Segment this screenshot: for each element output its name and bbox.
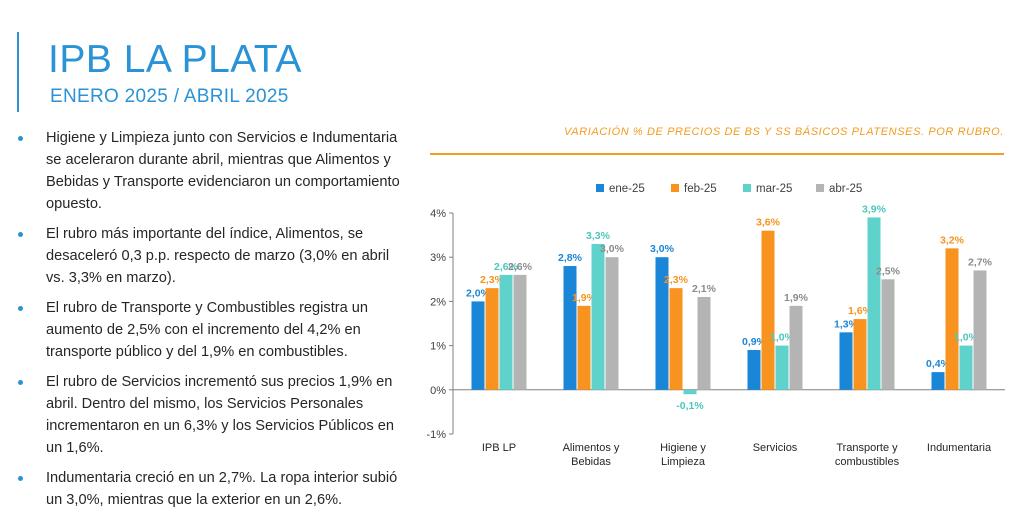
title-accent-bar bbox=[17, 32, 19, 112]
bar-abr-25 bbox=[881, 279, 895, 390]
data-label-feb-25: 1,9% bbox=[572, 292, 597, 304]
data-label-feb-25: 3,2% bbox=[940, 234, 965, 246]
legend-label-mar-25: mar-25 bbox=[756, 183, 792, 195]
bullet-item: Indumentaria creció en un 2,7%. La ropa … bbox=[18, 467, 408, 511]
x-category-label: Servicios bbox=[753, 442, 798, 454]
x-category-label: combustibles bbox=[835, 456, 900, 468]
chart-title: VARIACIÓN % DE PRECIOS DE BS Y SS BÁSICO… bbox=[563, 126, 1004, 138]
y-tick-label: -1% bbox=[426, 429, 446, 441]
bullet-dot-icon bbox=[18, 136, 23, 141]
data-label-feb-25: 1,6% bbox=[848, 305, 873, 317]
legend-label-feb-25: feb-25 bbox=[684, 183, 717, 195]
data-label-ene-25: 2,0% bbox=[466, 287, 491, 299]
bullet-text: El rubro más importante del índice, Alim… bbox=[46, 226, 390, 286]
legend-swatch-mar-25 bbox=[743, 184, 751, 192]
bar-feb-25 bbox=[945, 248, 959, 390]
data-label-abr-25: 2,5% bbox=[876, 265, 901, 277]
bullet-dot-icon bbox=[18, 380, 23, 385]
bullet-text: El rubro de Transporte y Combustibles re… bbox=[46, 300, 369, 360]
bar-mar-25 bbox=[499, 274, 513, 390]
bar-ene-25 bbox=[839, 332, 853, 390]
chart-title-rule bbox=[430, 153, 1004, 155]
bar-ene-25 bbox=[655, 257, 669, 390]
y-tick-label: 4% bbox=[430, 208, 446, 220]
y-tick-label: 0% bbox=[430, 385, 446, 397]
data-label-ene-25: 2,8% bbox=[558, 252, 583, 264]
bullet-dot-icon bbox=[18, 306, 23, 311]
bullet-item: El rubro de Servicios incrementó sus pre… bbox=[18, 371, 408, 459]
bullet-text: Indumentaria creció en un 2,7%. La ropa … bbox=[46, 470, 398, 508]
bar-feb-25 bbox=[761, 230, 775, 390]
bar-mar-25 bbox=[959, 345, 973, 390]
data-label-feb-25: 3,6% bbox=[756, 217, 781, 229]
data-label-abr-25: 2,1% bbox=[692, 283, 717, 295]
bar-abr-25 bbox=[513, 274, 527, 390]
x-category-label: Higiene y bbox=[660, 442, 706, 454]
data-label-abr-25: 2,6% bbox=[508, 261, 533, 273]
legend-swatch-abr-25 bbox=[816, 184, 824, 192]
bar-ene-25 bbox=[931, 372, 945, 390]
x-category-label: Transporte y bbox=[836, 442, 898, 454]
bar-feb-25 bbox=[853, 319, 867, 390]
page-title: IPB LA PLATA bbox=[48, 38, 302, 81]
bar-ene-25 bbox=[471, 301, 485, 390]
data-label-abr-25: 2,7% bbox=[968, 256, 993, 268]
bar-abr-25 bbox=[973, 270, 987, 390]
x-category-label: Indumentaria bbox=[927, 442, 992, 454]
data-label-ene-25: 3,0% bbox=[650, 243, 675, 255]
bullet-text: El rubro de Servicios incrementó sus pre… bbox=[46, 374, 394, 456]
data-label-abr-25: 1,9% bbox=[784, 292, 809, 304]
data-label-mar-25: 3,3% bbox=[586, 230, 611, 242]
data-label-abr-25: 3,0% bbox=[600, 243, 625, 255]
bullet-text: Higiene y Limpieza junto con Servicios e… bbox=[46, 130, 400, 212]
bullet-item: El rubro de Transporte y Combustibles re… bbox=[18, 297, 408, 363]
page-subtitle: ENERO 2025 / ABRIL 2025 bbox=[50, 86, 289, 107]
legend-label-ene-25: ene-25 bbox=[609, 183, 645, 195]
bar-feb-25 bbox=[485, 288, 499, 390]
data-label-mar-25: 1,0% bbox=[770, 332, 795, 344]
bullet-dot-icon bbox=[18, 476, 23, 481]
bar-abr-25 bbox=[789, 305, 803, 390]
bar-feb-25 bbox=[577, 305, 591, 390]
y-tick-label: 2% bbox=[430, 296, 446, 308]
data-label-mar-25: 3,9% bbox=[862, 203, 887, 215]
bar-ene-25 bbox=[747, 350, 761, 390]
bar-feb-25 bbox=[669, 288, 683, 390]
bullet-list: Higiene y Limpieza junto con Servicios e… bbox=[18, 127, 408, 519]
bar-mar-25 bbox=[683, 389, 697, 395]
bar-ene-25 bbox=[563, 266, 577, 390]
bar-abr-25 bbox=[605, 257, 619, 390]
data-label-mar-25: 1,0% bbox=[954, 332, 979, 344]
bullet-dot-icon bbox=[18, 232, 23, 237]
data-label-ene-25: 1,3% bbox=[834, 318, 859, 330]
data-label-ene-25: 0,4% bbox=[926, 358, 951, 370]
bullet-item: Higiene y Limpieza junto con Servicios e… bbox=[18, 127, 408, 215]
x-category-label: Bebidas bbox=[571, 456, 611, 468]
bar-chart: 4% 3% 2% 1% 0% -1% ene-25 feb-25 mar-25 abr-25 2,0… bbox=[426, 183, 1005, 468]
bullet-item: El rubro más importante del índice, Alim… bbox=[18, 223, 408, 289]
x-category-label: Alimentos y bbox=[563, 442, 620, 454]
data-label-feb-25: 2,3% bbox=[664, 274, 689, 286]
legend-swatch-ene-25 bbox=[596, 184, 604, 192]
bar-mar-25 bbox=[775, 345, 789, 390]
x-category-label: Limpieza bbox=[661, 456, 706, 468]
data-label-ene-25: 0,9% bbox=[742, 336, 767, 348]
bar-mar-25 bbox=[591, 243, 605, 390]
data-label-feb-25: 2,3% bbox=[480, 274, 505, 286]
y-tick-label: 1% bbox=[430, 341, 446, 353]
x-category-label: IPB LP bbox=[482, 442, 516, 454]
data-label-mar-25: -0,1% bbox=[676, 400, 704, 412]
bar-mar-25 bbox=[867, 217, 881, 390]
data-label-mar-25: 2,6% bbox=[494, 261, 519, 273]
bar-abr-25 bbox=[697, 296, 711, 390]
legend-label-abr-25: abr-25 bbox=[829, 183, 862, 195]
legend-swatch-feb-25 bbox=[671, 184, 679, 192]
y-tick-label: 3% bbox=[430, 252, 446, 264]
